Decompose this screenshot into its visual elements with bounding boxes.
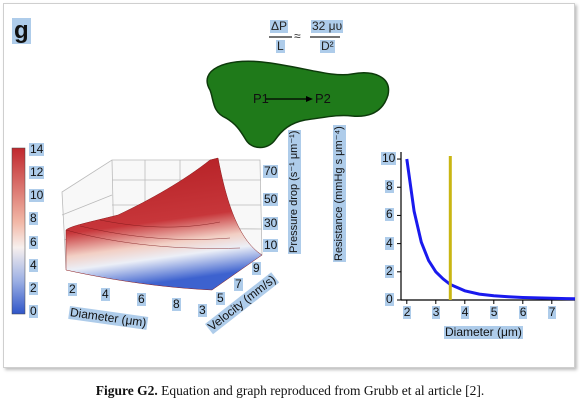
colorbar-tick-label: 6 — [29, 234, 38, 249]
chart-x-tick-label: 2 — [402, 305, 412, 319]
colorbar-tick-label: 12 — [29, 165, 45, 180]
chart-x-tick-label: 7 — [547, 305, 557, 319]
colorbar-tick-label: 0 — [29, 304, 38, 318]
colorbar-tick-label: 8 — [29, 211, 38, 226]
x3d-tick-1: 4 — [101, 287, 110, 301]
blob-label-p2: P2 — [315, 91, 331, 106]
chart-y-tick-label: 0 — [385, 292, 394, 306]
z3d-tick-1: 50 — [263, 192, 279, 206]
chart-y-tick-label: 4 — [385, 235, 394, 250]
x3d-tick-0: 2 — [68, 282, 77, 296]
eq-denominator-left: L — [276, 39, 285, 53]
colorbar-tick-label: 4 — [29, 257, 38, 272]
chart-x-tick-label: 4 — [460, 305, 470, 319]
y3d-tick-1: 5 — [216, 291, 225, 305]
colorbar-tick-label: 2 — [29, 280, 38, 295]
colorbar — [11, 147, 26, 315]
chart-y-tick-label: 6 — [385, 207, 394, 222]
z3d-axis-label: Pressure drop (s⁻¹ μm⁻¹) — [288, 129, 301, 254]
panel-letter: g — [12, 17, 31, 44]
blob-arrowhead — [306, 96, 313, 102]
chart-xlabel: Diameter (μm) — [444, 325, 523, 339]
x3d-tick-2: 6 — [137, 292, 146, 306]
figure-caption: Figure G2. Equation and graph reproduced… — [0, 383, 580, 399]
chart-x-tick-label: 3 — [431, 305, 441, 319]
y3d-tick-2: 7 — [234, 277, 243, 291]
green-blob — [206, 60, 390, 149]
eq-numerator-right: 32 μυ — [311, 19, 344, 33]
z3d-tick-0: 70 — [263, 164, 279, 178]
pressure-surface — [65, 157, 263, 291]
eq-approx: ≈ — [294, 29, 301, 43]
chart-y-tick-label: 8 — [385, 179, 394, 194]
eq-numerator-left: ΔP — [270, 19, 289, 33]
colorbar-tick-label: 14 — [29, 142, 45, 156]
chart-ticks — [397, 158, 553, 304]
x3d-tick-3: 8 — [172, 297, 181, 311]
z3d-tick-2: 30 — [263, 216, 279, 230]
surface-mesh — [65, 219, 241, 249]
caption-text: Equation and graph reproduced from Grubb… — [157, 383, 485, 398]
eq-denominator-right: D² — [320, 39, 335, 53]
chart-y-tick-label: 10 — [381, 151, 397, 166]
chart-x-tick-label: 6 — [518, 305, 528, 319]
colorbar-tick-label: 10 — [29, 188, 45, 203]
chart-x-tick-label: 5 — [489, 305, 499, 319]
resistance-curve — [405, 158, 576, 301]
blob-label-p1: P1 — [253, 91, 269, 106]
y3d-tick-3: 9 — [252, 261, 261, 275]
caption-label: Figure G2. — [95, 383, 158, 398]
chart-y-tick-label: 2 — [385, 263, 394, 278]
chart-ylabel: Resistance (mmHg s μm⁻⁴) — [333, 125, 346, 262]
y3d-tick-0: 3 — [198, 303, 207, 317]
z3d-tick-3: 10 — [263, 238, 279, 252]
